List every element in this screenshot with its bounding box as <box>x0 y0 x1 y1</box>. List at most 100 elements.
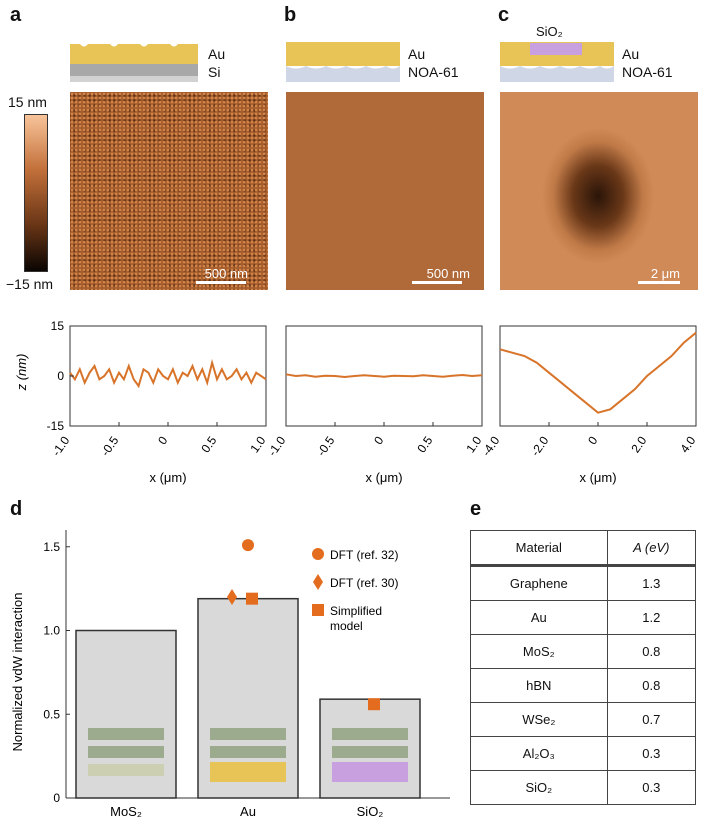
profile-ylabel: z (nm) <box>14 354 29 392</box>
table-cell-material: hBN <box>470 668 608 703</box>
profile-chart-b: -1.0 -0.5 0 0.5 1.0x (μm) <box>265 325 485 485</box>
y-tick-label: 0 <box>57 369 64 383</box>
legend-marker-square <box>312 604 324 616</box>
simplified-model-marker <box>246 592 258 605</box>
layer-stripe <box>332 746 408 758</box>
scale-bar-c-label: 2 μm <box>650 266 680 281</box>
layer-stripe <box>88 764 164 776</box>
table-cell-value: 0.7 <box>606 702 697 737</box>
table-row: WSe₂ 0.7 <box>470 702 697 737</box>
schematic-c <box>500 42 614 82</box>
colorbar-max-label: 15 nm <box>8 94 47 110</box>
x-tick-label: 0.5 <box>414 433 435 455</box>
profile-chart-a: -1.0 -0.5 0 0.5 1.0 15 0 -15 x (μm) <box>47 319 269 485</box>
gold-layer <box>210 762 286 782</box>
table-cell-value: 0.8 <box>606 668 697 703</box>
x-tick-label: 4.0 <box>677 433 698 455</box>
profile-line <box>69 358 267 389</box>
x-axis-label: x (μm) <box>365 470 402 485</box>
x-tick-label: 2.0 <box>628 433 649 455</box>
x-tick-label: -1.0 <box>265 433 289 458</box>
legend-marker-diamond <box>313 574 323 590</box>
table-cell-value: 0.8 <box>606 634 697 669</box>
x-axis-label: x (μm) <box>149 470 186 485</box>
scale-bar-a-label: 500 nm <box>204 266 248 281</box>
table-cell-material: Al₂O₃ <box>470 736 608 771</box>
x-tick-label: -4.0 <box>479 433 503 458</box>
scale-bar-a <box>196 281 246 284</box>
legend-label: DFT (ref. 32) <box>330 548 398 562</box>
legend-label: model <box>330 619 363 633</box>
plot-frame <box>499 325 697 427</box>
material-table: Material A (eV) Graphene 1.3 Au 1.2 MoS₂ 0.… <box>470 530 697 805</box>
bar-ylabel: Normalized vdW interaction <box>10 593 25 752</box>
table-cell-value: 1.3 <box>606 565 697 601</box>
x-tick-label: 0 <box>585 433 600 447</box>
x-tick-label: -1.0 <box>49 433 73 458</box>
category-label: SiO₂ <box>357 804 384 819</box>
layer-stripe <box>88 728 164 740</box>
schematic-b <box>286 42 400 82</box>
schematic-c-bottom-label: NOA-61 <box>622 64 673 80</box>
panel-b-letter: b <box>284 4 297 26</box>
schematic-a <box>70 44 198 82</box>
layer-stripe <box>332 728 408 740</box>
profile-line <box>499 331 697 414</box>
table-row: Au 1.2 <box>470 600 697 635</box>
y-tick-label: 1.0 <box>43 624 60 638</box>
table-cell-material: SiO₂ <box>470 770 608 805</box>
y-tick-label: 0.5 <box>43 707 60 721</box>
x-tick-label: 0 <box>371 433 386 447</box>
schematic-c-top-label: Au <box>622 46 640 62</box>
panel-d-letter: d <box>10 498 23 520</box>
simplified-model-marker <box>368 698 380 711</box>
table-cell-material: Graphene <box>470 565 608 601</box>
table-header-a: A (eV) <box>606 530 697 567</box>
table-row: SiO₂ 0.3 <box>470 770 697 805</box>
x-tick-label: -2.0 <box>528 433 552 458</box>
x-tick-label: 0 <box>155 433 170 447</box>
y-tick-label: 15 <box>51 319 65 333</box>
layer-stripe <box>88 746 164 758</box>
x-tick-label: 0.5 <box>198 433 219 455</box>
panel-a-letter: a <box>10 4 22 26</box>
legend-marker-circle <box>312 548 324 560</box>
panel-c-letter: c <box>498 4 510 26</box>
legend-label: Simplified <box>330 604 382 618</box>
colorbar-min-label: −15 nm <box>6 276 54 292</box>
plot-frame <box>69 325 267 427</box>
table-row: MoS₂ 0.8 <box>470 634 697 669</box>
x-tick-label: 1.0 <box>247 433 268 455</box>
dft-ref32-marker <box>242 539 254 552</box>
schematic-a-top-label: Au <box>208 46 226 62</box>
panel-e-letter: e <box>470 498 482 520</box>
sio2-layer <box>332 762 408 782</box>
table-cell-value: 1.2 <box>606 600 697 635</box>
y-tick-label: -15 <box>47 419 65 433</box>
afm-image-a: 500 nm <box>70 92 268 290</box>
schematic-b-top-label: Au <box>408 46 426 62</box>
category-label: Au <box>240 804 256 819</box>
dft-ref30-marker <box>227 589 237 605</box>
table-row: Al₂O₃ 0.3 <box>470 736 697 771</box>
layer-stripe <box>210 728 286 740</box>
scale-bar-b <box>412 281 462 284</box>
table-row: Graphene 1.3 <box>470 565 697 601</box>
table-cell-material: WSe₂ <box>470 702 608 737</box>
afm-image-b: 500 nm <box>286 92 484 290</box>
bar-chart-d: Normalized vdW interaction 0 0.5 1.0 1.5 MoS… <box>10 530 450 819</box>
schematic-b-bottom-label: NOA-61 <box>408 64 459 80</box>
table-cell-material: MoS₂ <box>470 634 608 669</box>
table-cell-material: Au <box>470 600 608 635</box>
category-label: MoS₂ <box>110 804 142 819</box>
colorbar <box>24 114 48 272</box>
table-header-material: Material <box>470 530 608 567</box>
x-tick-label: -0.5 <box>314 433 338 458</box>
profile-line <box>285 373 483 379</box>
y-tick-label: 0 <box>53 791 60 805</box>
table-row: hBN 0.8 <box>470 668 697 703</box>
x-tick-label: -0.5 <box>98 433 122 458</box>
afm-image-c: 2 μm <box>500 92 698 290</box>
scale-bar-b-label: 500 nm <box>426 266 470 281</box>
